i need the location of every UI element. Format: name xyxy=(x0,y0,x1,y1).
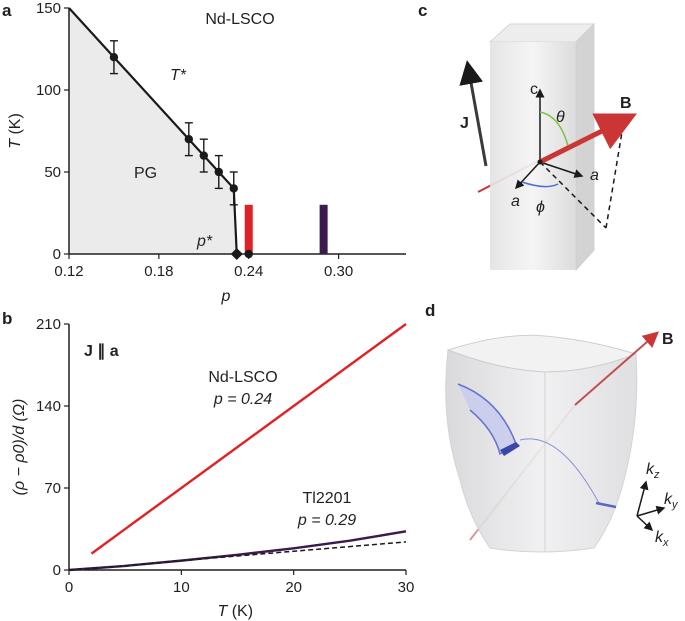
b-vertical-drop xyxy=(605,131,623,229)
chart-title: Nd-LSCO xyxy=(205,11,274,28)
tl2201-label: Tl2201 xyxy=(303,490,352,507)
y-tick-label: 100 xyxy=(36,82,61,99)
x-tick-label: 30 xyxy=(398,579,415,596)
resistivity-chart: 0 10 20 30 0 70 140 210 T (K) (ρ − ρ0)/d (Ω) J ∥ a… xyxy=(11,316,414,620)
j-arrow xyxy=(459,60,488,167)
b-label: B xyxy=(620,95,632,112)
b-projection xyxy=(539,161,607,229)
crystal-front xyxy=(490,42,576,270)
a-axis-right-label: a xyxy=(590,167,599,184)
nd-lsco-doping-label: p = 0.24 xyxy=(213,391,272,408)
x-tick-label: 10 xyxy=(173,579,190,596)
kx-label: kx xyxy=(655,529,669,549)
panel-label-b: b xyxy=(2,309,12,328)
data-point xyxy=(199,151,208,160)
theta-label: θ xyxy=(556,109,565,126)
y-tick-label: 210 xyxy=(36,316,61,333)
origin-dot xyxy=(537,159,543,165)
panel-label-d: d xyxy=(425,301,435,320)
b-label-d: B xyxy=(662,331,674,348)
tstar-label: T* xyxy=(170,67,187,84)
kx-axis xyxy=(636,515,654,532)
fermi-surface-diagram: B kz ky kx xyxy=(445,331,679,553)
x-axis-label: T (K) xyxy=(218,603,254,620)
c-axis-label: c xyxy=(530,81,538,98)
current-direction-label: J ∥ a xyxy=(84,343,119,360)
pstar-label: p* xyxy=(196,233,213,250)
b-arrow-d xyxy=(574,331,660,406)
panel-label-c: c xyxy=(418,1,427,20)
x-tick-label: 20 xyxy=(285,579,302,596)
nd-lsco-label: Nd-LSCO xyxy=(208,369,277,386)
sample-point xyxy=(244,249,253,259)
x-axis-label: p xyxy=(221,288,231,305)
x-tick-label: 0.12 xyxy=(54,263,83,280)
x-tick-label: 0.30 xyxy=(324,263,353,280)
x-tick-label: 0.18 xyxy=(144,263,173,280)
crystal-side xyxy=(575,22,595,272)
orbit-right xyxy=(595,501,617,509)
data-point xyxy=(184,135,194,144)
sample-bar-tl2201 xyxy=(319,204,328,254)
ky-label: ky xyxy=(664,491,679,511)
y-tick-label: 150 xyxy=(36,0,61,17)
a-axis-front-label: a xyxy=(511,193,520,210)
y-tick-label: 0 xyxy=(53,562,61,579)
a-axis-right xyxy=(539,161,584,178)
tl2201-line xyxy=(68,530,407,572)
y-axis-label: (ρ − ρ0)/d (Ω) xyxy=(11,399,28,496)
x-tick-label: 0.24 xyxy=(234,263,263,280)
y-tick-label: 70 xyxy=(44,480,61,497)
ky-axis xyxy=(636,505,666,517)
y-tick-label: 50 xyxy=(44,164,61,181)
reference-dashed-line xyxy=(68,541,407,571)
j-label: J xyxy=(460,115,469,132)
kz-axis xyxy=(636,480,649,517)
y-tick-label: 140 xyxy=(36,398,61,415)
orbit-inner xyxy=(519,438,601,506)
phase-diagram-chart: 0.12 0.18 0.24 0.30 0 50 100 150 p T (K) Nd-LSCO T*… xyxy=(7,0,406,305)
data-point xyxy=(109,53,119,62)
data-point xyxy=(214,167,223,177)
data-point xyxy=(229,184,238,193)
fermi-surface-body xyxy=(445,349,638,553)
phi-label: ϕ xyxy=(536,199,545,216)
tl2201-doping-label: p = 0.29 xyxy=(297,512,356,529)
b-arrow xyxy=(538,113,637,165)
pg-region xyxy=(69,8,237,254)
crystal-geometry-diagram: J c a a θ ϕ B xyxy=(459,22,637,272)
nd-lsco-line xyxy=(90,323,407,555)
y-axis-label: T (K) xyxy=(7,113,24,149)
sample-bar-nd-lsco xyxy=(244,204,253,254)
panel-label-a: a xyxy=(2,1,12,20)
pstar-marker xyxy=(230,248,243,260)
y-tick-label: 0 xyxy=(53,246,61,263)
theta-arc xyxy=(539,111,569,147)
x-tick-label: 0 xyxy=(65,579,73,596)
kz-label: kz xyxy=(646,461,660,481)
a-axis-front xyxy=(514,161,541,190)
orbit-left-end xyxy=(500,442,520,456)
pg-label: PG xyxy=(134,165,157,182)
phi-arc xyxy=(521,181,559,188)
